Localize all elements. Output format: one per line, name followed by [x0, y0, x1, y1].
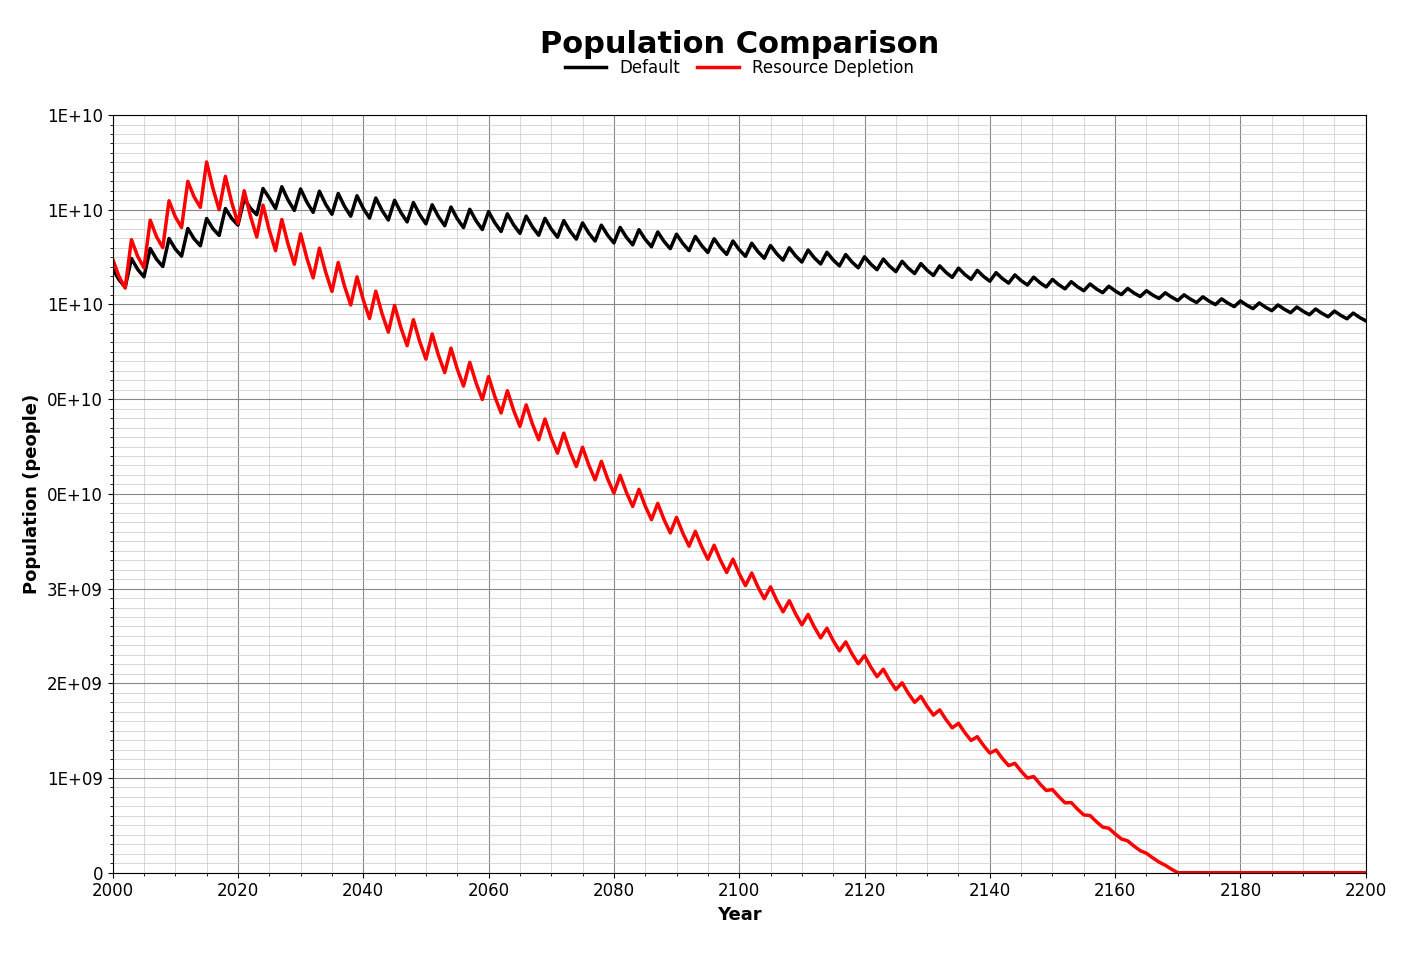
Resource Depletion	[1169, 867, 1186, 878]
Default	[217, 202, 234, 214]
Resource Depletion	[104, 253, 121, 265]
Line: Default: Default	[113, 187, 1366, 321]
Resource Depletion	[636, 501, 653, 512]
X-axis label: Year: Year	[717, 906, 762, 924]
Resource Depletion	[110, 270, 127, 282]
Default	[1257, 301, 1274, 313]
Resource Depletion	[1357, 867, 1374, 878]
Default	[104, 263, 121, 274]
Default	[636, 234, 653, 246]
Default	[787, 250, 804, 262]
Resource Depletion	[787, 608, 804, 620]
Default	[110, 274, 127, 286]
Default	[1357, 316, 1374, 327]
Resource Depletion	[1263, 867, 1280, 878]
Legend: Default, Resource Depletion: Default, Resource Depletion	[565, 59, 914, 77]
Default	[567, 233, 584, 245]
Y-axis label: Population (people): Population (people)	[24, 394, 41, 594]
Resource Depletion	[567, 460, 584, 472]
Resource Depletion	[199, 156, 215, 168]
Title: Population Comparison: Population Comparison	[539, 30, 939, 58]
Default	[273, 181, 290, 193]
Line: Resource Depletion: Resource Depletion	[113, 162, 1366, 873]
Resource Depletion	[224, 197, 241, 208]
